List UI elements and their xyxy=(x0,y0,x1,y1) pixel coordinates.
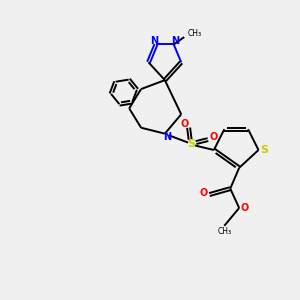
Text: CH₃: CH₃ xyxy=(188,29,202,38)
Text: N: N xyxy=(163,132,171,142)
Text: N: N xyxy=(150,36,158,46)
Text: O: O xyxy=(180,119,188,129)
Text: S: S xyxy=(260,145,268,155)
Text: O: O xyxy=(200,188,208,198)
Text: O: O xyxy=(209,132,218,142)
Text: CH₃: CH₃ xyxy=(217,226,231,236)
Text: S: S xyxy=(188,139,196,149)
Text: N: N xyxy=(171,36,179,46)
Text: O: O xyxy=(240,203,249,213)
